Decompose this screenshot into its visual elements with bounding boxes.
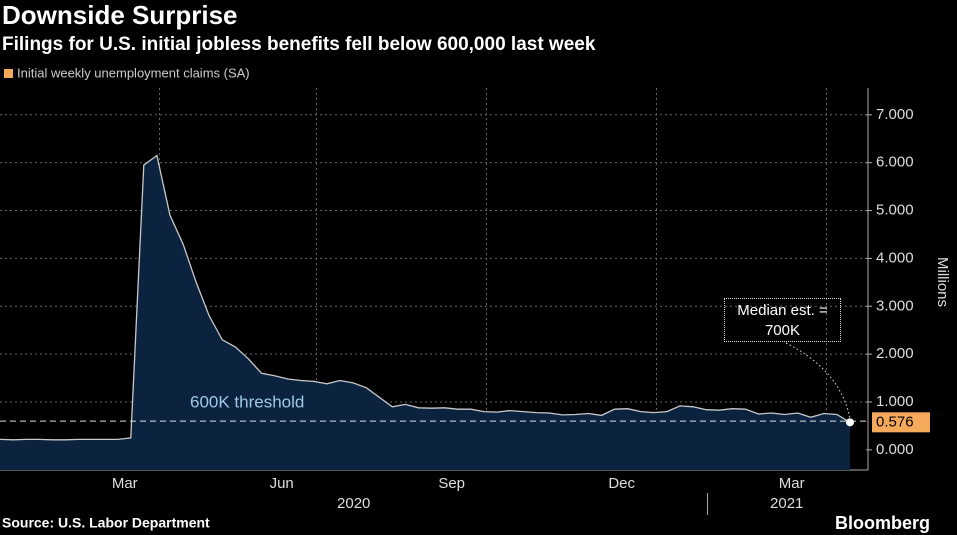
- area: [0, 155, 850, 470]
- y-tick-label: 2.000: [876, 345, 914, 362]
- year-label: 2020: [337, 495, 370, 512]
- value-label: 0.576: [876, 413, 914, 430]
- legend-swatch: [4, 69, 13, 78]
- y-tick-label: 3.000: [876, 297, 914, 314]
- brand: Bloomberg: [835, 513, 930, 533]
- x-tick-label: Dec: [608, 475, 635, 492]
- reference-label: 600K threshold: [190, 392, 304, 411]
- line: [0, 154, 851, 441]
- x-tick-label: Mar: [779, 475, 805, 492]
- source: Source: U.S. Labor Department: [2, 515, 210, 531]
- last-point: [846, 418, 854, 427]
- annotation-connector: [785, 342, 851, 419]
- y-tick-label: 1.000: [876, 393, 914, 410]
- x-tick-label: Jun: [270, 475, 294, 492]
- y-tick-label: 6.000: [876, 154, 914, 171]
- x-tick-label: Sep: [438, 475, 465, 492]
- y-tick-label: 4.000: [876, 249, 914, 266]
- value-box: [872, 412, 930, 433]
- chart-subtitle: Filings for U.S. initial jobless benefit…: [2, 34, 596, 55]
- annotation: Median est. = 700K: [724, 298, 841, 342]
- y-tick-label: 0.000: [876, 441, 914, 458]
- chart-title: Downside Surprise: [2, 0, 238, 30]
- y-tick-label: 5.000: [876, 202, 914, 219]
- y-axis-label: Millions: [934, 257, 951, 307]
- x-tick-label: Mar: [112, 475, 138, 492]
- legend-label: Initial weekly unemployment claims (SA): [17, 65, 250, 80]
- y-tick-label: 7.000: [876, 106, 914, 123]
- year-label: 2021: [770, 495, 803, 512]
